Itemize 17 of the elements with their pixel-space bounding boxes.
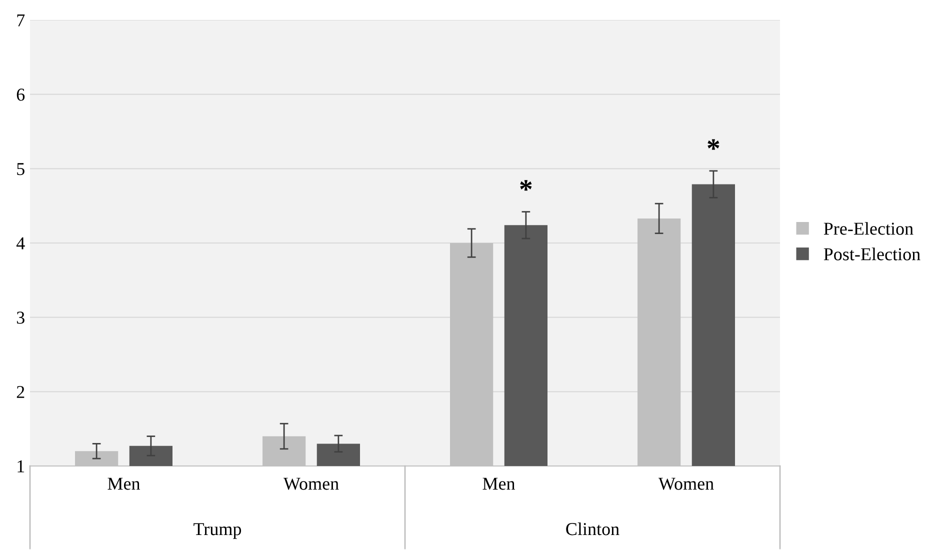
x-tick-label: Men [108,478,140,490]
y-tick-label: 2 [16,386,24,398]
text: Trump [194,523,242,539]
legend-label: Pre-Election [824,222,914,235]
x-tick-label: Women [283,478,339,490]
legend-label: Post-Election [824,248,920,260]
y-tick-label: 3 [16,312,24,324]
y-tick-label: 1 [18,460,24,472]
y-tick-label: 6 [16,88,25,101]
annotation: * [708,139,720,150]
x-tick-label: Men [482,478,516,490]
y-tick-label: 4 [16,237,25,250]
annotation: * [520,180,532,191]
text: Clinton [566,522,620,536]
y-tick-label: 7 [17,14,25,26]
x-tick-label: Women [658,478,714,490]
y-tick-label: 5 [17,163,24,176]
